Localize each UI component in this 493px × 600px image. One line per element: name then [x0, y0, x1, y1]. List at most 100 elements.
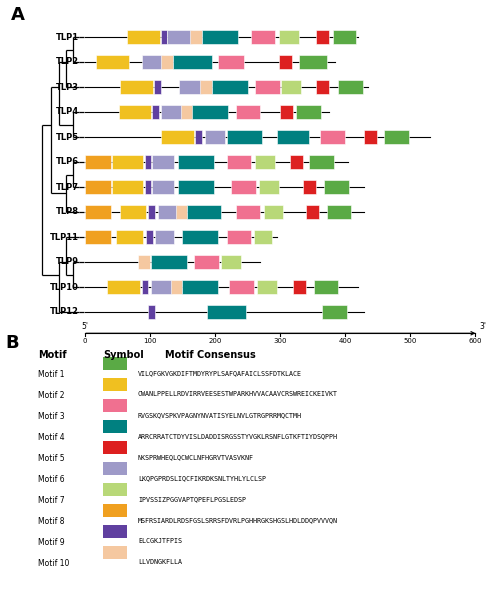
FancyBboxPatch shape: [277, 130, 309, 144]
FancyBboxPatch shape: [212, 80, 248, 94]
Text: LLVDNGKFLLA: LLVDNGKFLLA: [138, 559, 182, 565]
FancyBboxPatch shape: [120, 205, 146, 219]
Text: VILQFGKVGKDIFTMDYRYPLSAFQAFAICLSSFDTKLACE: VILQFGKVGKDIFTMDYRYPLSAFQAFAICLSSFDTKLAC…: [138, 370, 302, 376]
FancyBboxPatch shape: [299, 55, 327, 69]
FancyBboxPatch shape: [322, 305, 347, 319]
FancyBboxPatch shape: [103, 525, 127, 538]
FancyBboxPatch shape: [250, 30, 275, 44]
FancyBboxPatch shape: [281, 80, 301, 94]
FancyBboxPatch shape: [146, 230, 153, 244]
FancyBboxPatch shape: [279, 30, 299, 44]
Text: TLP11: TLP11: [50, 232, 79, 241]
Text: 400: 400: [338, 338, 352, 344]
Text: TLP2: TLP2: [56, 58, 79, 67]
FancyBboxPatch shape: [152, 180, 175, 194]
Text: TLP12: TLP12: [50, 307, 79, 317]
Text: 5': 5': [81, 322, 88, 331]
Text: ARRCRRATCTDYVISLDADDISRGSSTYVGKLRSNFLGTKFTIYDSQPPH: ARRCRRATCTDYVISLDADDISRGSSTYVGKLRSNFLGTK…: [138, 433, 338, 439]
FancyBboxPatch shape: [384, 130, 409, 144]
Text: MSFRSIARDLRDSFGSLSRRSFDVRLPGHHRGKSHGSLHDLDDQPVVVQN: MSFRSIARDLRDSFGSLSRRSFDVRLPGHHRGKSHGSLHD…: [138, 517, 338, 523]
FancyBboxPatch shape: [207, 305, 246, 319]
FancyBboxPatch shape: [324, 180, 349, 194]
FancyBboxPatch shape: [255, 155, 275, 169]
Text: Motif 7: Motif 7: [38, 496, 65, 505]
FancyBboxPatch shape: [264, 205, 283, 219]
FancyBboxPatch shape: [279, 55, 291, 69]
FancyBboxPatch shape: [161, 30, 167, 44]
FancyBboxPatch shape: [151, 280, 172, 294]
FancyBboxPatch shape: [316, 80, 329, 94]
Text: TLP1: TLP1: [56, 32, 79, 41]
FancyBboxPatch shape: [293, 280, 306, 294]
FancyBboxPatch shape: [333, 30, 356, 44]
Text: NKSPRWHEQLQCWCLNFHGRVTVASVKNF: NKSPRWHEQLQCWCLNFHGRVTVASVKNF: [138, 454, 254, 460]
Text: CWANLPPELLRDVIRRVEESESTWPARKHVVACAAVCRSWREICKEIVKT: CWANLPPELLRDVIRRVEESESTWPARKHVVACAAVCRSW…: [138, 391, 338, 397]
Text: Motif 5: Motif 5: [38, 454, 65, 463]
FancyBboxPatch shape: [221, 255, 241, 269]
FancyBboxPatch shape: [127, 30, 160, 44]
FancyBboxPatch shape: [187, 205, 221, 219]
Text: 200: 200: [208, 338, 221, 344]
FancyBboxPatch shape: [161, 130, 194, 144]
FancyBboxPatch shape: [173, 55, 212, 69]
FancyBboxPatch shape: [296, 105, 321, 119]
Text: TLP4: TLP4: [56, 107, 79, 116]
Text: IPVSSIZPGGVAPTQPEFLPGSLEDSP: IPVSSIZPGGVAPTQPEFLPGSLEDSP: [138, 496, 246, 502]
Text: TLP10: TLP10: [50, 283, 79, 292]
Text: RVGSKQVSPKVPAGNYNVATISYELNVLGTRGPRRMQCTMH: RVGSKQVSPKVPAGNYNVATISYELNVLGTRGPRRMQCTM…: [138, 412, 302, 418]
FancyBboxPatch shape: [259, 180, 279, 194]
FancyBboxPatch shape: [85, 180, 111, 194]
FancyBboxPatch shape: [177, 155, 213, 169]
FancyBboxPatch shape: [112, 180, 143, 194]
FancyBboxPatch shape: [327, 205, 352, 219]
FancyBboxPatch shape: [103, 378, 127, 391]
FancyBboxPatch shape: [161, 105, 182, 119]
Text: 100: 100: [143, 338, 156, 344]
FancyBboxPatch shape: [306, 205, 319, 219]
FancyBboxPatch shape: [303, 180, 317, 194]
FancyBboxPatch shape: [103, 441, 127, 454]
Text: Motif 8: Motif 8: [38, 517, 65, 526]
FancyBboxPatch shape: [182, 230, 218, 244]
Text: TLP5: TLP5: [56, 133, 79, 142]
FancyBboxPatch shape: [154, 80, 161, 94]
FancyBboxPatch shape: [231, 180, 256, 194]
FancyBboxPatch shape: [144, 155, 151, 169]
Text: 300: 300: [273, 338, 286, 344]
FancyBboxPatch shape: [194, 255, 219, 269]
FancyBboxPatch shape: [103, 399, 127, 412]
FancyBboxPatch shape: [112, 155, 143, 169]
Text: Motif Consensus: Motif Consensus: [165, 350, 256, 360]
Text: Motif 6: Motif 6: [38, 475, 65, 484]
Text: Motif 3: Motif 3: [38, 412, 65, 421]
Text: Motif 9: Motif 9: [38, 538, 65, 547]
Text: Motif 2: Motif 2: [38, 391, 65, 400]
FancyBboxPatch shape: [176, 205, 187, 219]
FancyBboxPatch shape: [226, 230, 251, 244]
FancyBboxPatch shape: [97, 55, 129, 69]
Text: Symbol: Symbol: [103, 350, 144, 360]
FancyBboxPatch shape: [161, 55, 173, 69]
FancyBboxPatch shape: [229, 280, 254, 294]
Text: Motif 4: Motif 4: [38, 433, 65, 442]
Text: 0: 0: [82, 338, 87, 344]
Text: TLP7: TLP7: [56, 182, 79, 191]
FancyBboxPatch shape: [152, 155, 175, 169]
FancyBboxPatch shape: [158, 205, 177, 219]
Text: TLP9: TLP9: [56, 257, 79, 266]
FancyBboxPatch shape: [181, 105, 193, 119]
FancyBboxPatch shape: [103, 420, 127, 433]
Text: TLP3: TLP3: [56, 82, 79, 91]
FancyBboxPatch shape: [103, 504, 127, 517]
FancyBboxPatch shape: [257, 280, 277, 294]
Text: LKQPGPRDSLIQCFIKRDKSNLTYHLYLCLSP: LKQPGPRDSLIQCFIKRDKSNLTYHLYLCLSP: [138, 475, 266, 481]
FancyBboxPatch shape: [85, 155, 111, 169]
FancyBboxPatch shape: [190, 30, 202, 44]
FancyBboxPatch shape: [192, 105, 228, 119]
FancyBboxPatch shape: [151, 255, 187, 269]
Text: Motif 1: Motif 1: [38, 370, 65, 379]
FancyBboxPatch shape: [144, 180, 151, 194]
FancyBboxPatch shape: [103, 546, 127, 559]
FancyBboxPatch shape: [314, 280, 338, 294]
Text: ELCGKJTFPIS: ELCGKJTFPIS: [138, 538, 182, 544]
